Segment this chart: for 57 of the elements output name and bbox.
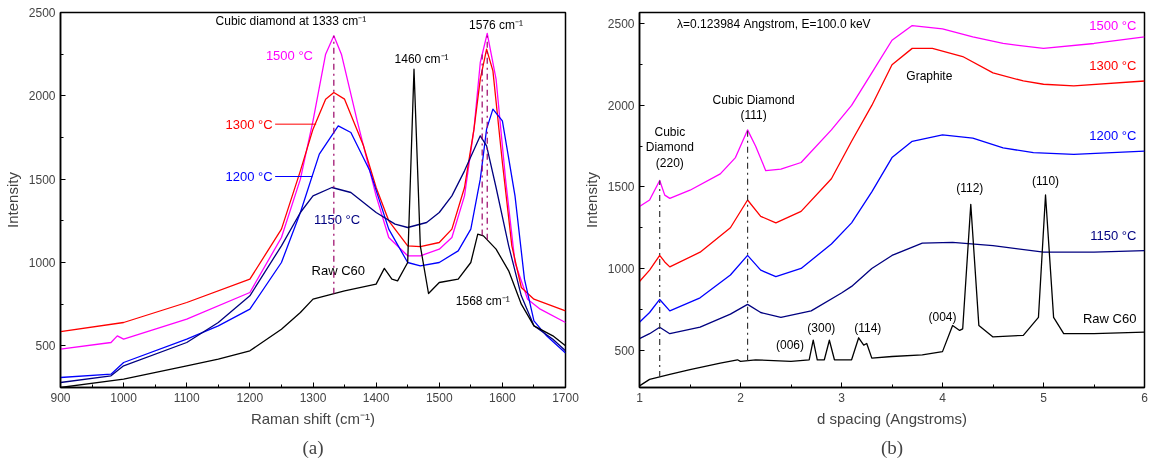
y-tick-label: 1500 xyxy=(28,172,56,187)
text: (b) xyxy=(880,436,904,459)
x-tick-label: 1500 xyxy=(425,390,453,405)
x-tick-label: 1300 xyxy=(299,390,327,405)
y-tick-label: 1000 xyxy=(607,261,635,276)
annotation: Cubic diamond at 1333 cm⁻¹ xyxy=(215,13,367,28)
annotation: Graphite xyxy=(906,69,953,84)
series-label: Raw C60 xyxy=(1082,310,1137,326)
y-tick-label: 500 xyxy=(614,343,635,358)
legend-label: 1200 °C xyxy=(225,169,273,184)
line-series xyxy=(639,241,1145,340)
x-tick-label: 1400 xyxy=(362,390,390,405)
series-label: 1150 °C xyxy=(313,212,361,228)
y-tick-label: 1000 xyxy=(28,256,56,270)
x-tick-label: 4 xyxy=(939,390,947,405)
y-axis-title: Intensity xyxy=(3,171,21,228)
y-tick-label: 1500 xyxy=(607,180,635,195)
x-tick-label: 2 xyxy=(737,390,745,405)
annotation: 1576 cm⁻¹ xyxy=(469,18,524,33)
annotation: (112) xyxy=(956,181,984,196)
line-series xyxy=(639,47,1145,283)
y-tick-label: 500 xyxy=(35,339,56,354)
y-axis-title: Intensity xyxy=(582,171,600,228)
series-label: 1150 °C xyxy=(1090,227,1137,243)
x-tick-label: 1700 xyxy=(552,390,580,405)
annotation: (006) xyxy=(775,337,804,352)
series-label: 1500 °C xyxy=(265,48,314,64)
x-axis-title: Raman shift (cm⁻¹) xyxy=(250,409,376,427)
x-tick-label: 6 xyxy=(1141,390,1149,405)
annotation: (004) xyxy=(928,309,957,324)
x-tick-label: 5 xyxy=(1040,390,1048,405)
x-tick-label: 1 xyxy=(636,390,644,405)
series-label: Raw C60 xyxy=(311,262,365,278)
x-tick-label: 1600 xyxy=(489,390,517,405)
x-axis-title: d spacing (Angstroms) xyxy=(816,409,968,427)
x-tick-label: 1200 xyxy=(236,390,264,405)
y-tick-label: 2500 xyxy=(607,17,635,32)
x-tick-label: 1000 xyxy=(110,390,138,405)
annotation: Cubic Diamond (111) xyxy=(712,92,795,122)
series-label: 1500 °C xyxy=(1089,18,1137,34)
y-tick-label: 2500 xyxy=(28,6,56,20)
x-tick-label: 1100 xyxy=(173,390,200,405)
text: (a) xyxy=(302,436,324,459)
x-tick-label: 3 xyxy=(838,390,846,405)
x-tick-label: 900 xyxy=(50,390,71,405)
annotation: Cubic Diamond (220) xyxy=(645,124,694,170)
annotation: λ=0.123984 Angstrom, E=100.0 keV xyxy=(677,16,871,31)
series-label: 1200 °C xyxy=(1089,127,1137,143)
legend-label: 1300 °C xyxy=(225,116,273,132)
annotation: 1460 cm⁻¹ xyxy=(394,52,449,67)
annotation: 1568 cm⁻¹ xyxy=(455,293,510,308)
y-tick-label: 2000 xyxy=(28,89,56,104)
annotation: (114) xyxy=(854,321,882,336)
annotation: (300) xyxy=(807,321,836,336)
y-tick-label: 2000 xyxy=(607,98,635,113)
series-label: 1300 °C xyxy=(1089,58,1137,74)
annotation: (110) xyxy=(1031,173,1060,188)
